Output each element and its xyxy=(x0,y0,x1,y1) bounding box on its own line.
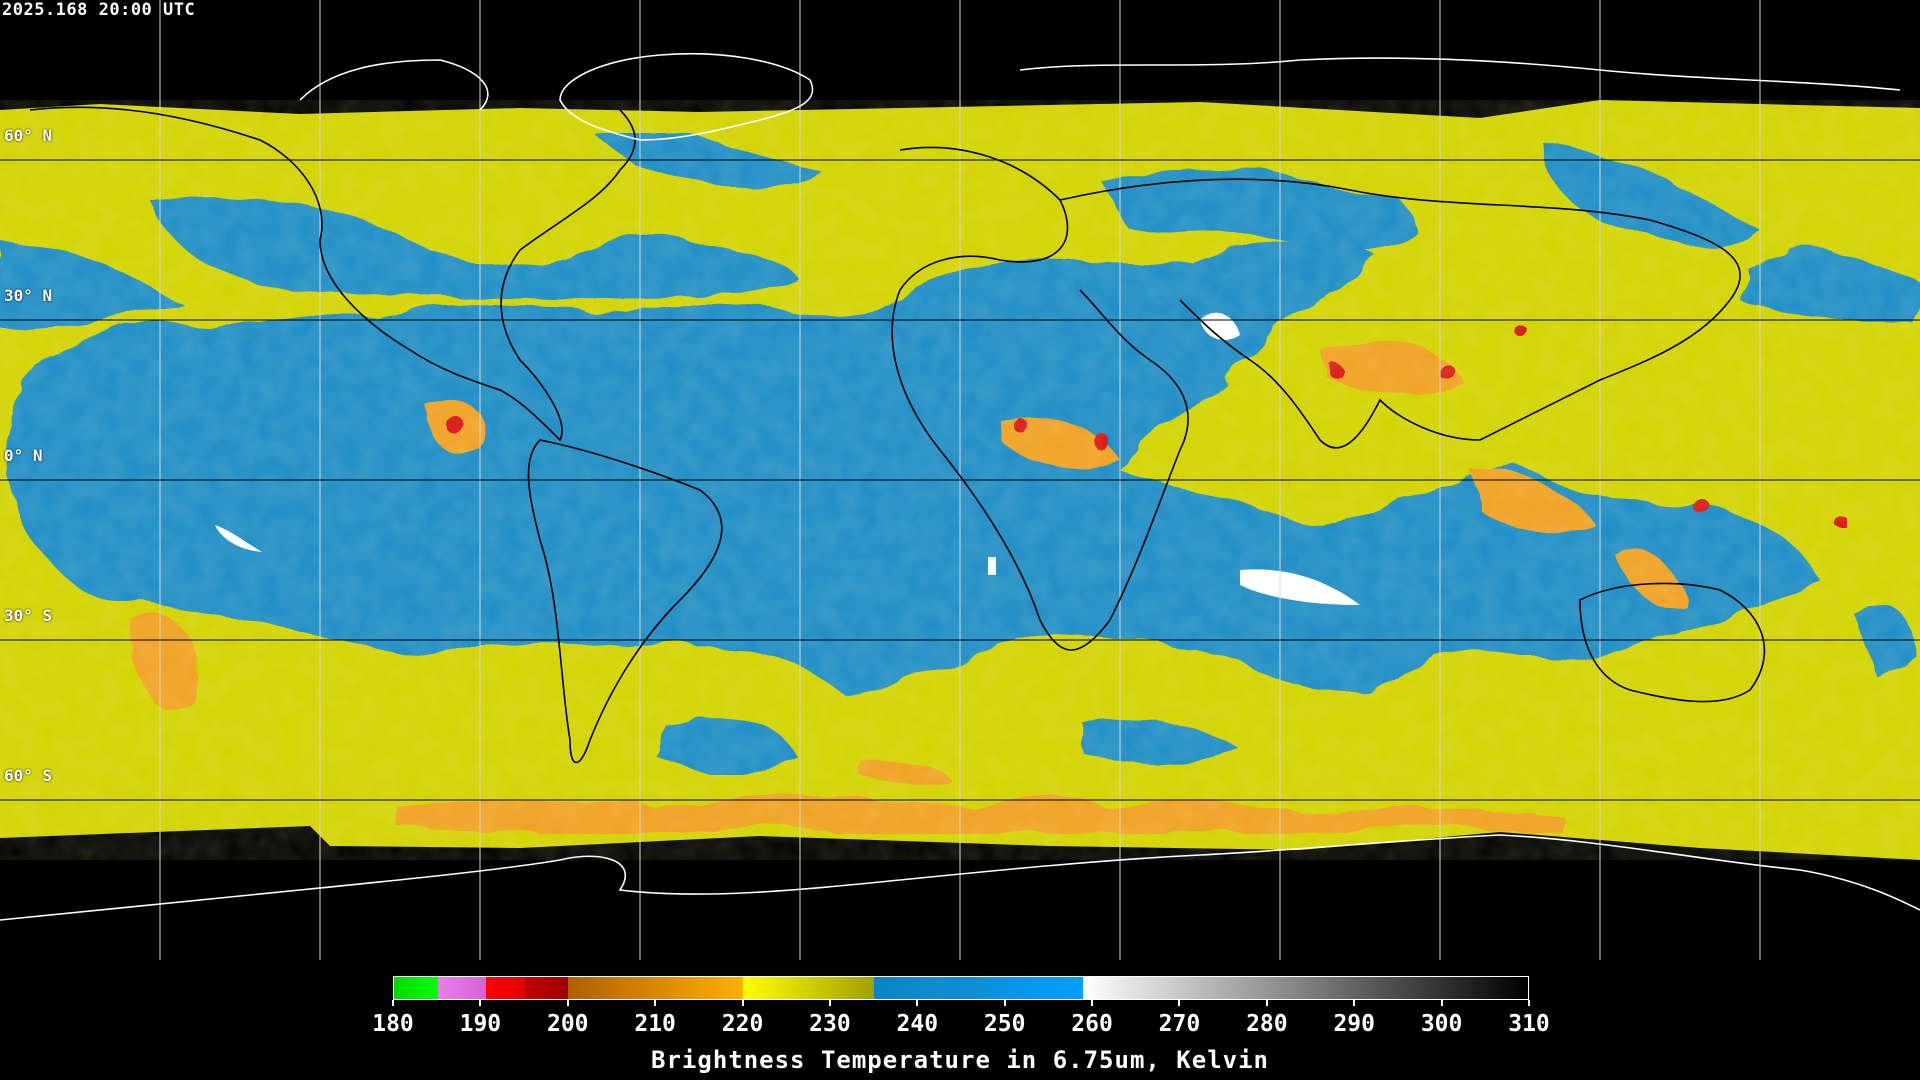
colorbar-segment xyxy=(873,977,988,999)
latitude-label: 60° S xyxy=(4,766,53,785)
colorbar-tick xyxy=(1353,1000,1356,1006)
colorbar-segment xyxy=(568,977,743,999)
colorbar-tick xyxy=(479,1000,482,1006)
colorbar-tick-label: 300 xyxy=(1420,1011,1463,1037)
colorbar-tick xyxy=(916,1000,919,1006)
colorbar-tick-label: 190 xyxy=(459,1011,502,1037)
colorbar-tick xyxy=(828,1000,831,1006)
colorbar-segment xyxy=(437,977,486,999)
colorbar-tick-label: 250 xyxy=(983,1011,1026,1037)
colorbar-segment xyxy=(987,977,1084,999)
colorbar-tick-label: 260 xyxy=(1071,1011,1113,1037)
water-vapor-map xyxy=(0,0,1920,960)
latitude-label: 30° S xyxy=(4,606,53,625)
timestamp: 2025.168 20:00 UTC xyxy=(2,0,196,20)
colorbar-tick xyxy=(1003,1000,1006,1006)
colorbar-tick-label: 240 xyxy=(896,1011,939,1037)
colorbar-tick xyxy=(741,1000,744,1006)
colorbar-tick-label: 200 xyxy=(546,1011,589,1037)
colorbar-tick xyxy=(1265,1000,1268,1006)
latitude-label: 0° N xyxy=(4,446,43,465)
latitude-label: 60° N xyxy=(4,126,53,145)
colorbar-tick-label: 220 xyxy=(721,1011,764,1037)
colorbar-segment xyxy=(394,977,438,999)
colorbar-tick-label: 310 xyxy=(1508,1011,1550,1037)
colorbar-segment xyxy=(1083,977,1528,999)
colorbar-tick xyxy=(1440,1000,1443,1006)
colorbar-tick-label: 280 xyxy=(1246,1011,1288,1037)
colorbar-tick-labels: 180 190 200 210 220 230 240 250 260 270 280 290 300 3… xyxy=(372,1011,1550,1041)
colorbar-tick xyxy=(1091,1000,1094,1006)
latitude-label: 30° N xyxy=(4,286,53,305)
colorbar-tick-label: 290 xyxy=(1333,1011,1375,1037)
colorbar-tick-label: 210 xyxy=(634,1011,676,1037)
colorbar-ticks xyxy=(392,1000,1530,1008)
colorbar xyxy=(393,976,1529,1000)
colorbar-tick-label: 230 xyxy=(809,1011,851,1037)
colorbar-tick-label: 270 xyxy=(1158,1011,1201,1037)
colorbar-tick xyxy=(654,1000,657,1006)
colorbar-segment xyxy=(524,977,569,999)
graticule-grid xyxy=(159,0,1761,960)
colorbar-segment xyxy=(742,977,874,999)
coastlines xyxy=(0,52,1920,921)
colorbar-segment xyxy=(485,977,525,999)
colorbar-tick xyxy=(392,1000,394,1006)
colorbar-tick-label: 180 xyxy=(372,1011,414,1037)
colorbar-tick xyxy=(1178,1000,1181,1006)
colorbar-tick xyxy=(1528,1000,1530,1006)
colorbar-title: Brightness Temperature in 6.75um, Kelvin xyxy=(651,1046,1269,1074)
colorbar-tick xyxy=(566,1000,569,1006)
